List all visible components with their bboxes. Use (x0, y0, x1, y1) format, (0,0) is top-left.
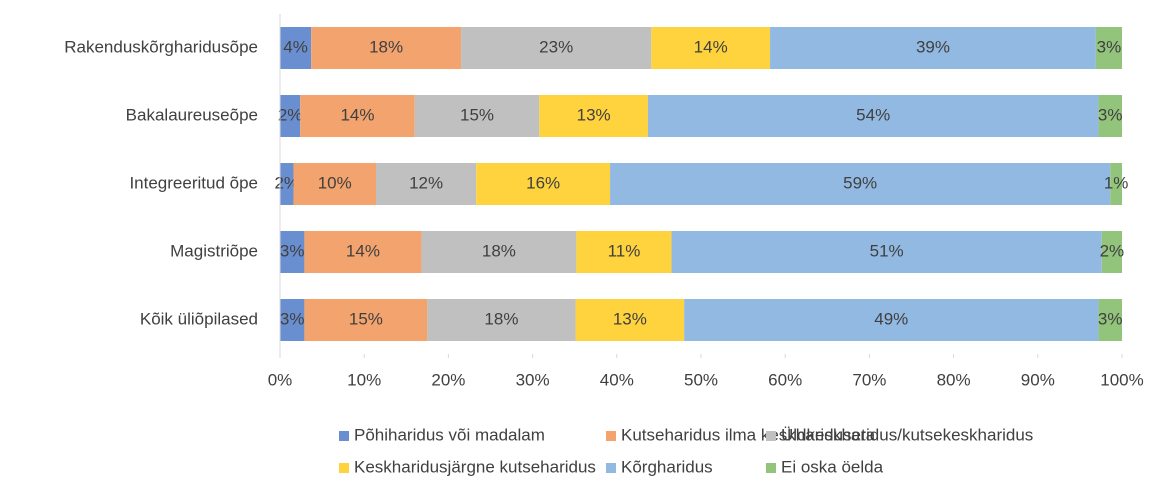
bar-segment (1098, 299, 1122, 341)
bar-segment (311, 27, 462, 69)
legend-swatch (339, 463, 349, 473)
data-label: 2% (278, 105, 303, 124)
data-label: 14% (346, 241, 380, 260)
bar-segment (280, 299, 305, 341)
bar-segment (610, 163, 1111, 205)
data-label: 18% (484, 309, 518, 328)
bar-segment (1110, 163, 1122, 205)
data-label: 14% (340, 105, 374, 124)
data-label: 1% (1104, 173, 1129, 192)
data-label: 2% (274, 173, 299, 192)
y-tick-label: Kõik üliõpilased (140, 309, 258, 328)
data-label: 4% (283, 37, 308, 56)
y-tick-label: Bakalaureuseõpe (126, 105, 258, 124)
data-label: 3% (280, 241, 305, 260)
bar-segment (300, 95, 415, 137)
bar-segment (1098, 95, 1122, 137)
legend-label: Kõrgharidus (621, 457, 713, 476)
data-label: 13% (577, 105, 611, 124)
x-tick-label: 40% (600, 370, 634, 389)
bar-segment (770, 27, 1096, 69)
x-tick-label: 70% (852, 370, 886, 389)
data-label: 39% (916, 37, 950, 56)
data-label: 3% (1097, 37, 1122, 56)
bar-segment (304, 231, 422, 273)
bar-segment (421, 231, 577, 273)
x-tick-label: 0% (268, 370, 293, 389)
data-label: 18% (482, 241, 516, 260)
data-label: 3% (280, 309, 305, 328)
x-tick-label: 80% (937, 370, 971, 389)
bar-segment (476, 163, 611, 205)
data-label: 59% (843, 173, 877, 192)
data-label: 15% (460, 105, 494, 124)
bar-segment (280, 163, 294, 205)
bar-segment (575, 299, 685, 341)
bar-segment (647, 95, 1099, 137)
legend-swatch (766, 463, 776, 473)
legend-label: Keskharidusjärgne kutseharidus (354, 457, 596, 476)
data-label: 15% (349, 309, 383, 328)
data-label: 3% (1098, 309, 1123, 328)
y-tick-label: Integreeritud õpe (129, 173, 258, 192)
bar-segment (293, 163, 376, 205)
data-label: 54% (856, 105, 890, 124)
data-label: 2% (1100, 241, 1125, 260)
bar-segment (280, 95, 301, 137)
bar-segment (280, 231, 305, 273)
data-label: 16% (526, 173, 560, 192)
bar-segment (304, 299, 428, 341)
bar-segment (671, 231, 1102, 273)
bar-segment (1101, 231, 1122, 273)
legend-label: Kutseharidus ilma keskhariduseta (621, 425, 876, 444)
y-tick-label: Rakenduskõrgharidusõpe (64, 37, 258, 56)
data-label: 3% (1098, 105, 1123, 124)
legend-label: Ei oska öelda (781, 457, 884, 476)
legend-swatch (606, 463, 616, 473)
bar-segment (539, 95, 648, 137)
bar-segment (576, 231, 672, 273)
data-label: 49% (874, 309, 908, 328)
bar-segment (427, 299, 576, 341)
bar-segment (461, 27, 652, 69)
legend-swatch (766, 431, 776, 441)
x-tick-label: 90% (1021, 370, 1055, 389)
bar-segment (1095, 27, 1122, 69)
bar-segment (414, 95, 540, 137)
legend-label: Üldkeskharidus/kutsekeskharidus (781, 425, 1033, 444)
legend-swatch (606, 431, 616, 441)
x-tick-label: 100% (1100, 370, 1143, 389)
bar-segment (651, 27, 771, 69)
data-label: 10% (318, 173, 352, 192)
data-label: 14% (694, 37, 728, 56)
x-tick-label: 10% (347, 370, 381, 389)
data-label: 12% (409, 173, 443, 192)
bar-segment (684, 299, 1099, 341)
bar-segment (280, 27, 312, 69)
data-label: 11% (608, 241, 641, 260)
legend-swatch (339, 431, 349, 441)
x-tick-label: 20% (431, 370, 465, 389)
data-label: 18% (369, 37, 403, 56)
legend-label: Põhiharidus või madalam (354, 425, 545, 444)
data-label: 23% (539, 37, 573, 56)
data-label: 13% (613, 309, 647, 328)
x-tick-label: 30% (516, 370, 550, 389)
data-label: 51% (870, 241, 904, 260)
bar-segment (375, 163, 477, 205)
x-tick-label: 50% (684, 370, 718, 389)
y-tick-label: Magistriõpe (170, 241, 258, 260)
x-tick-label: 60% (768, 370, 802, 389)
